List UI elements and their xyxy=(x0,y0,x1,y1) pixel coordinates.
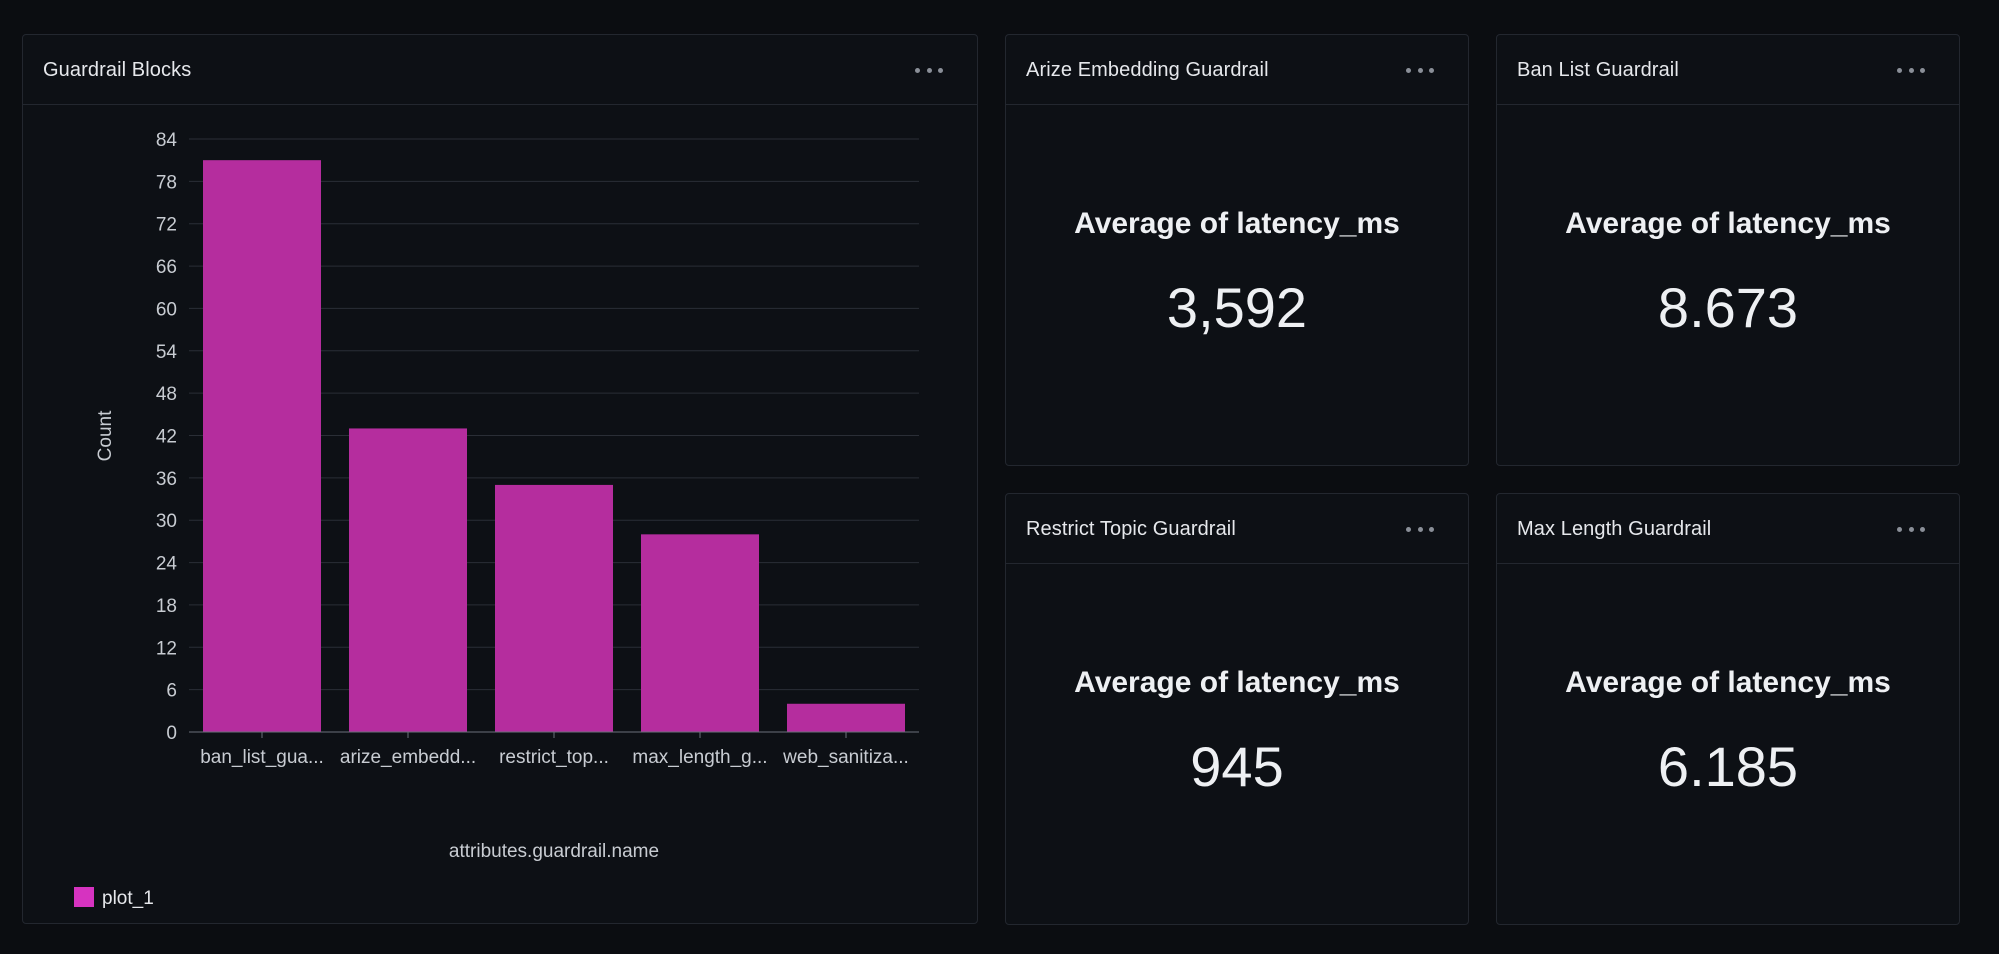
x-tick-label: arize_embedd... xyxy=(340,747,476,768)
stat-label: Average of latency_ms xyxy=(1565,207,1891,240)
stat-panel-header: Ban List Guardrail xyxy=(1497,35,1959,105)
stat-panel-max-length: Max Length Guardrail Average of latency_… xyxy=(1496,493,1960,925)
stat-panel-restrict-topic: Restrict Topic Guardrail Average of late… xyxy=(1005,493,1469,925)
legend-label: plot_1 xyxy=(102,888,154,909)
bar xyxy=(495,484,613,732)
y-tick-label: 66 xyxy=(156,257,177,278)
bar xyxy=(641,534,759,732)
legend-swatch xyxy=(74,887,94,907)
panel-title: Max Length Guardrail xyxy=(1517,518,1712,540)
stat-value: 6.185 xyxy=(1657,735,1799,798)
bar xyxy=(349,428,467,732)
panel-title: Restrict Topic Guardrail xyxy=(1026,518,1236,540)
y-tick-label: 18 xyxy=(156,596,177,617)
y-tick-label: 36 xyxy=(156,469,177,490)
panel-title: Ban List Guardrail xyxy=(1517,59,1679,81)
more-horizontal-icon[interactable] xyxy=(1406,527,1434,533)
x-tick-label: restrict_top... xyxy=(499,747,609,768)
y-tick-label: 30 xyxy=(156,511,177,532)
stat-panel-arize-embedding: Arize Embedding Guardrail Average of lat… xyxy=(1005,34,1469,466)
x-tick-label: max_length_g... xyxy=(632,747,767,768)
y-tick-label: 72 xyxy=(156,215,177,236)
y-tick-label: 60 xyxy=(156,299,177,320)
stat-panel-header: Arize Embedding Guardrail xyxy=(1006,35,1468,105)
more-horizontal-icon[interactable] xyxy=(1897,68,1925,74)
stat-label: Average of latency_ms xyxy=(1074,666,1400,699)
stat-panel-header: Restrict Topic Guardrail xyxy=(1006,494,1468,564)
bar-chart: 0 6 12 18 24 30 36 42 48 54 60 66 72 78 84 ban_list_gua… xyxy=(74,130,919,909)
y-tick-label: 78 xyxy=(156,172,177,193)
more-horizontal-icon[interactable] xyxy=(915,68,943,74)
chart-panel-header: Guardrail Blocks xyxy=(23,35,977,105)
y-axis-title: Count xyxy=(95,410,116,461)
more-horizontal-icon[interactable] xyxy=(1897,527,1925,533)
x-axis-title: attributes.guardrail.name xyxy=(449,841,659,862)
stat-value: 3,592 xyxy=(1166,276,1308,339)
stat-panel-header: Max Length Guardrail xyxy=(1497,494,1959,564)
more-horizontal-icon[interactable] xyxy=(1406,68,1434,74)
stat-value: 8.673 xyxy=(1657,276,1799,339)
y-tick-label: 0 xyxy=(166,723,177,744)
stat-panel-ban-list: Ban List Guardrail Average of latency_ms… xyxy=(1496,34,1960,466)
y-tick-label: 54 xyxy=(156,342,178,363)
stat-label: Average of latency_ms xyxy=(1565,666,1891,699)
bar xyxy=(787,703,905,732)
stat-label: Average of latency_ms xyxy=(1074,207,1400,240)
y-tick-label: 48 xyxy=(156,384,177,405)
y-tick-label: 12 xyxy=(156,638,177,659)
x-tick-label: ban_list_gua... xyxy=(200,747,324,768)
chart-panel: Guardrail Blocks 0 6 12 18 24 30 36 42 48 54 60 66 7… xyxy=(22,34,978,924)
stat-value: 945 xyxy=(1190,735,1284,798)
panel-title: Arize Embedding Guardrail xyxy=(1026,59,1269,81)
y-tick-label: 6 xyxy=(166,681,177,702)
y-tick-label: 84 xyxy=(156,130,178,151)
bar xyxy=(203,160,321,732)
y-tick-label: 24 xyxy=(156,554,178,575)
x-tick-label: web_sanitiza... xyxy=(782,747,909,768)
panel-title: Guardrail Blocks xyxy=(43,59,192,81)
y-tick-label: 42 xyxy=(156,427,177,448)
